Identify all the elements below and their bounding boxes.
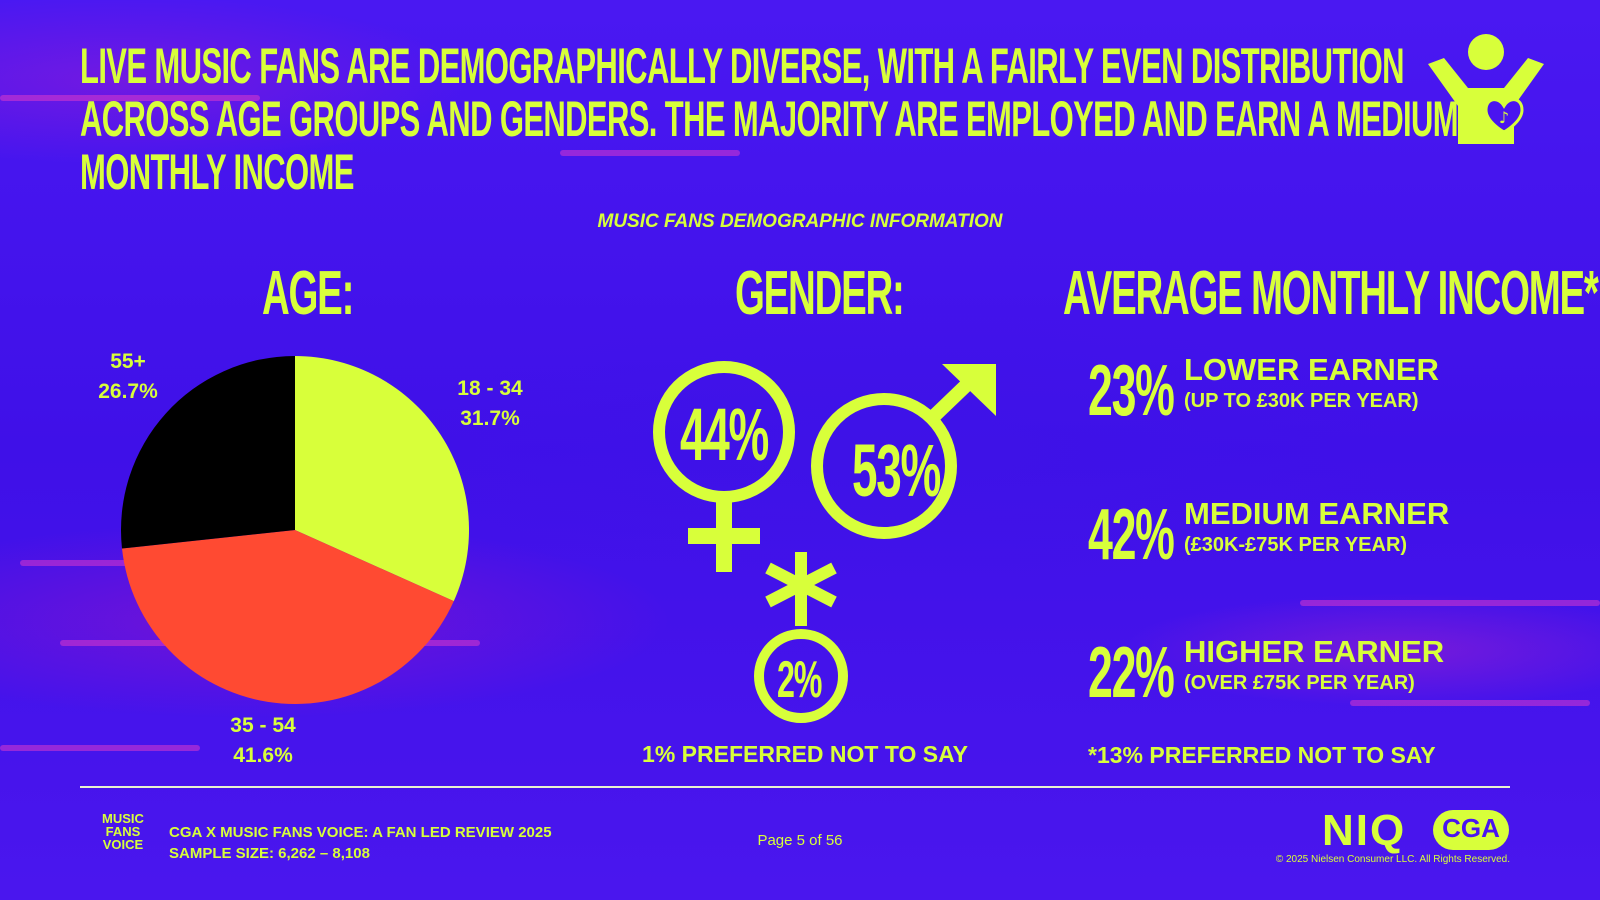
- headline-line-3: MONTHLY INCOME: [80, 144, 354, 200]
- income-title: AVERAGE MONTHLY INCOME*:: [1063, 259, 1600, 328]
- income-higher-pct: 22%: [1088, 633, 1175, 713]
- headline-line-1: LIVE MUSIC FANS ARE DEMOGRAPHICALLY DIVE…: [80, 38, 1405, 94]
- pie-label-55-plus-value: 26.7%: [98, 380, 158, 403]
- niq-logo: NIQ: [1322, 806, 1407, 855]
- background-streak: [0, 95, 260, 101]
- income-medium-sub: (£30K-£75K PER YEAR): [1184, 534, 1408, 556]
- logo-mfv-line-1: MUSIC: [102, 811, 144, 826]
- cga-logo: CGA: [1433, 810, 1509, 850]
- pie-label-55-plus-name: 55+: [110, 350, 146, 373]
- section-subtitle: MUSIC FANS DEMOGRAPHIC INFORMATION: [597, 211, 1003, 232]
- pie-slice-55-plus: [121, 356, 295, 549]
- pie-label-18-34: 18 - 34 31.7%: [445, 374, 535, 434]
- footer-source-line-1: CGA X MUSIC FANS VOICE: A FAN LED REVIEW…: [169, 824, 552, 841]
- pie-slice-35-54: [121, 530, 454, 704]
- headline-line-2: ACROSS AGE GROUPS AND GENDERS. THE MAJOR…: [80, 91, 1459, 147]
- footer-divider: [80, 786, 1510, 788]
- footer-source: CGA X MUSIC FANS VOICE: A FAN LED REVIEW…: [169, 822, 552, 864]
- footer-source-line-2: SAMPLE SIZE: 6,262 – 8,108: [169, 845, 370, 862]
- background-streak: [560, 150, 740, 156]
- gender-other-value: 2%: [777, 651, 822, 709]
- pie-label-55-plus: 55+ 26.7%: [88, 347, 168, 407]
- pie-label-35-54-name: 35 - 54: [230, 714, 296, 737]
- income-lower-label: LOWER EARNER: [1184, 352, 1439, 387]
- income-lower-pct: 23%: [1088, 351, 1175, 431]
- pie-label-35-54-value: 41.6%: [233, 744, 293, 767]
- age-pie-chart: [121, 356, 470, 704]
- male-symbol-icon: [811, 364, 996, 539]
- music-fans-voice-logo: MUSIC FANS VOICE: [92, 812, 154, 851]
- female-symbol-icon: [653, 361, 795, 572]
- background-streak: [1300, 600, 1600, 606]
- pie-label-18-34-value: 31.7%: [460, 407, 520, 430]
- fan-heart-icon: ♪: [1428, 34, 1544, 144]
- logo-mfv-line-2: FANS: [105, 824, 141, 839]
- pie-label-35-54: 35 - 54 41.6%: [218, 711, 308, 771]
- gender-note: 1% PREFERRED NOT TO SAY: [642, 741, 968, 767]
- income-lower-sub: (UP TO £30K PER YEAR): [1184, 390, 1419, 412]
- income-medium-label: MEDIUM EARNER: [1184, 496, 1450, 531]
- income-higher-label: HIGHER EARNER: [1184, 634, 1445, 669]
- pie-label-18-34-name: 18 - 34: [457, 377, 523, 400]
- page-number: Page 5 of 56: [757, 832, 843, 849]
- copyright: © 2025 Nielsen Consumer LLC. All Rights …: [1275, 854, 1510, 865]
- income-medium-pct: 42%: [1088, 495, 1175, 575]
- logo-mfv-line-3: VOICE: [102, 837, 144, 852]
- background-streak: [0, 745, 200, 751]
- age-title: AGE:: [262, 259, 354, 328]
- svg-text:♪: ♪: [1499, 108, 1509, 127]
- gender-female-value: 44%: [680, 393, 769, 476]
- other-gender-symbol-icon: [754, 552, 848, 723]
- income-higher-sub: (OVER £75K PER YEAR): [1184, 672, 1415, 694]
- background-streak: [1350, 700, 1590, 706]
- gender-title: GENDER:: [735, 259, 905, 328]
- pie-slice-18-34: [295, 356, 470, 602]
- headline: LIVE MUSIC FANS ARE DEMOGRAPHICALLY DIVE…: [80, 40, 1600, 199]
- income-note: *13% PREFERRED NOT TO SAY: [1088, 742, 1436, 768]
- gender-male-value: 53%: [852, 429, 941, 512]
